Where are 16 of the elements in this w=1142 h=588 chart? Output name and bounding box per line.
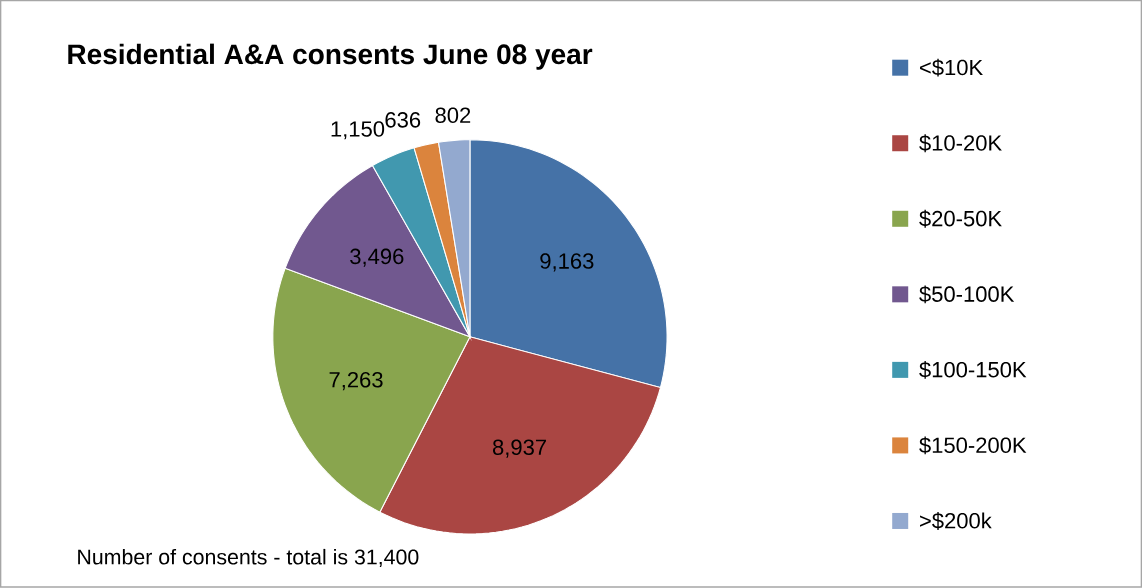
data-label: 3,496 — [350, 248, 404, 267]
data-label: 1,150 — [331, 121, 385, 140]
chart-title: Residential A&A consents June 08 year — [68, 43, 593, 70]
legend-label: <$10K — [920, 58, 983, 77]
text: Number of consents - total is 31,400 — [78, 549, 419, 568]
data-label: 802 — [435, 107, 471, 124]
legend-label: $100-150K — [919, 361, 1027, 379]
data-label: 8,937 — [492, 439, 546, 458]
data-label: 636 — [385, 112, 421, 128]
data-label: 7,263 — [329, 372, 383, 391]
legend-label: $20-50K — [919, 210, 1002, 228]
legend-label: $50-100K — [919, 285, 1015, 304]
legend-label: $150-200K — [919, 436, 1027, 455]
data-label: 9,163 — [540, 253, 594, 272]
legend-label: >$200k — [920, 512, 992, 531]
legend-label: $10-20K — [919, 134, 1002, 153]
